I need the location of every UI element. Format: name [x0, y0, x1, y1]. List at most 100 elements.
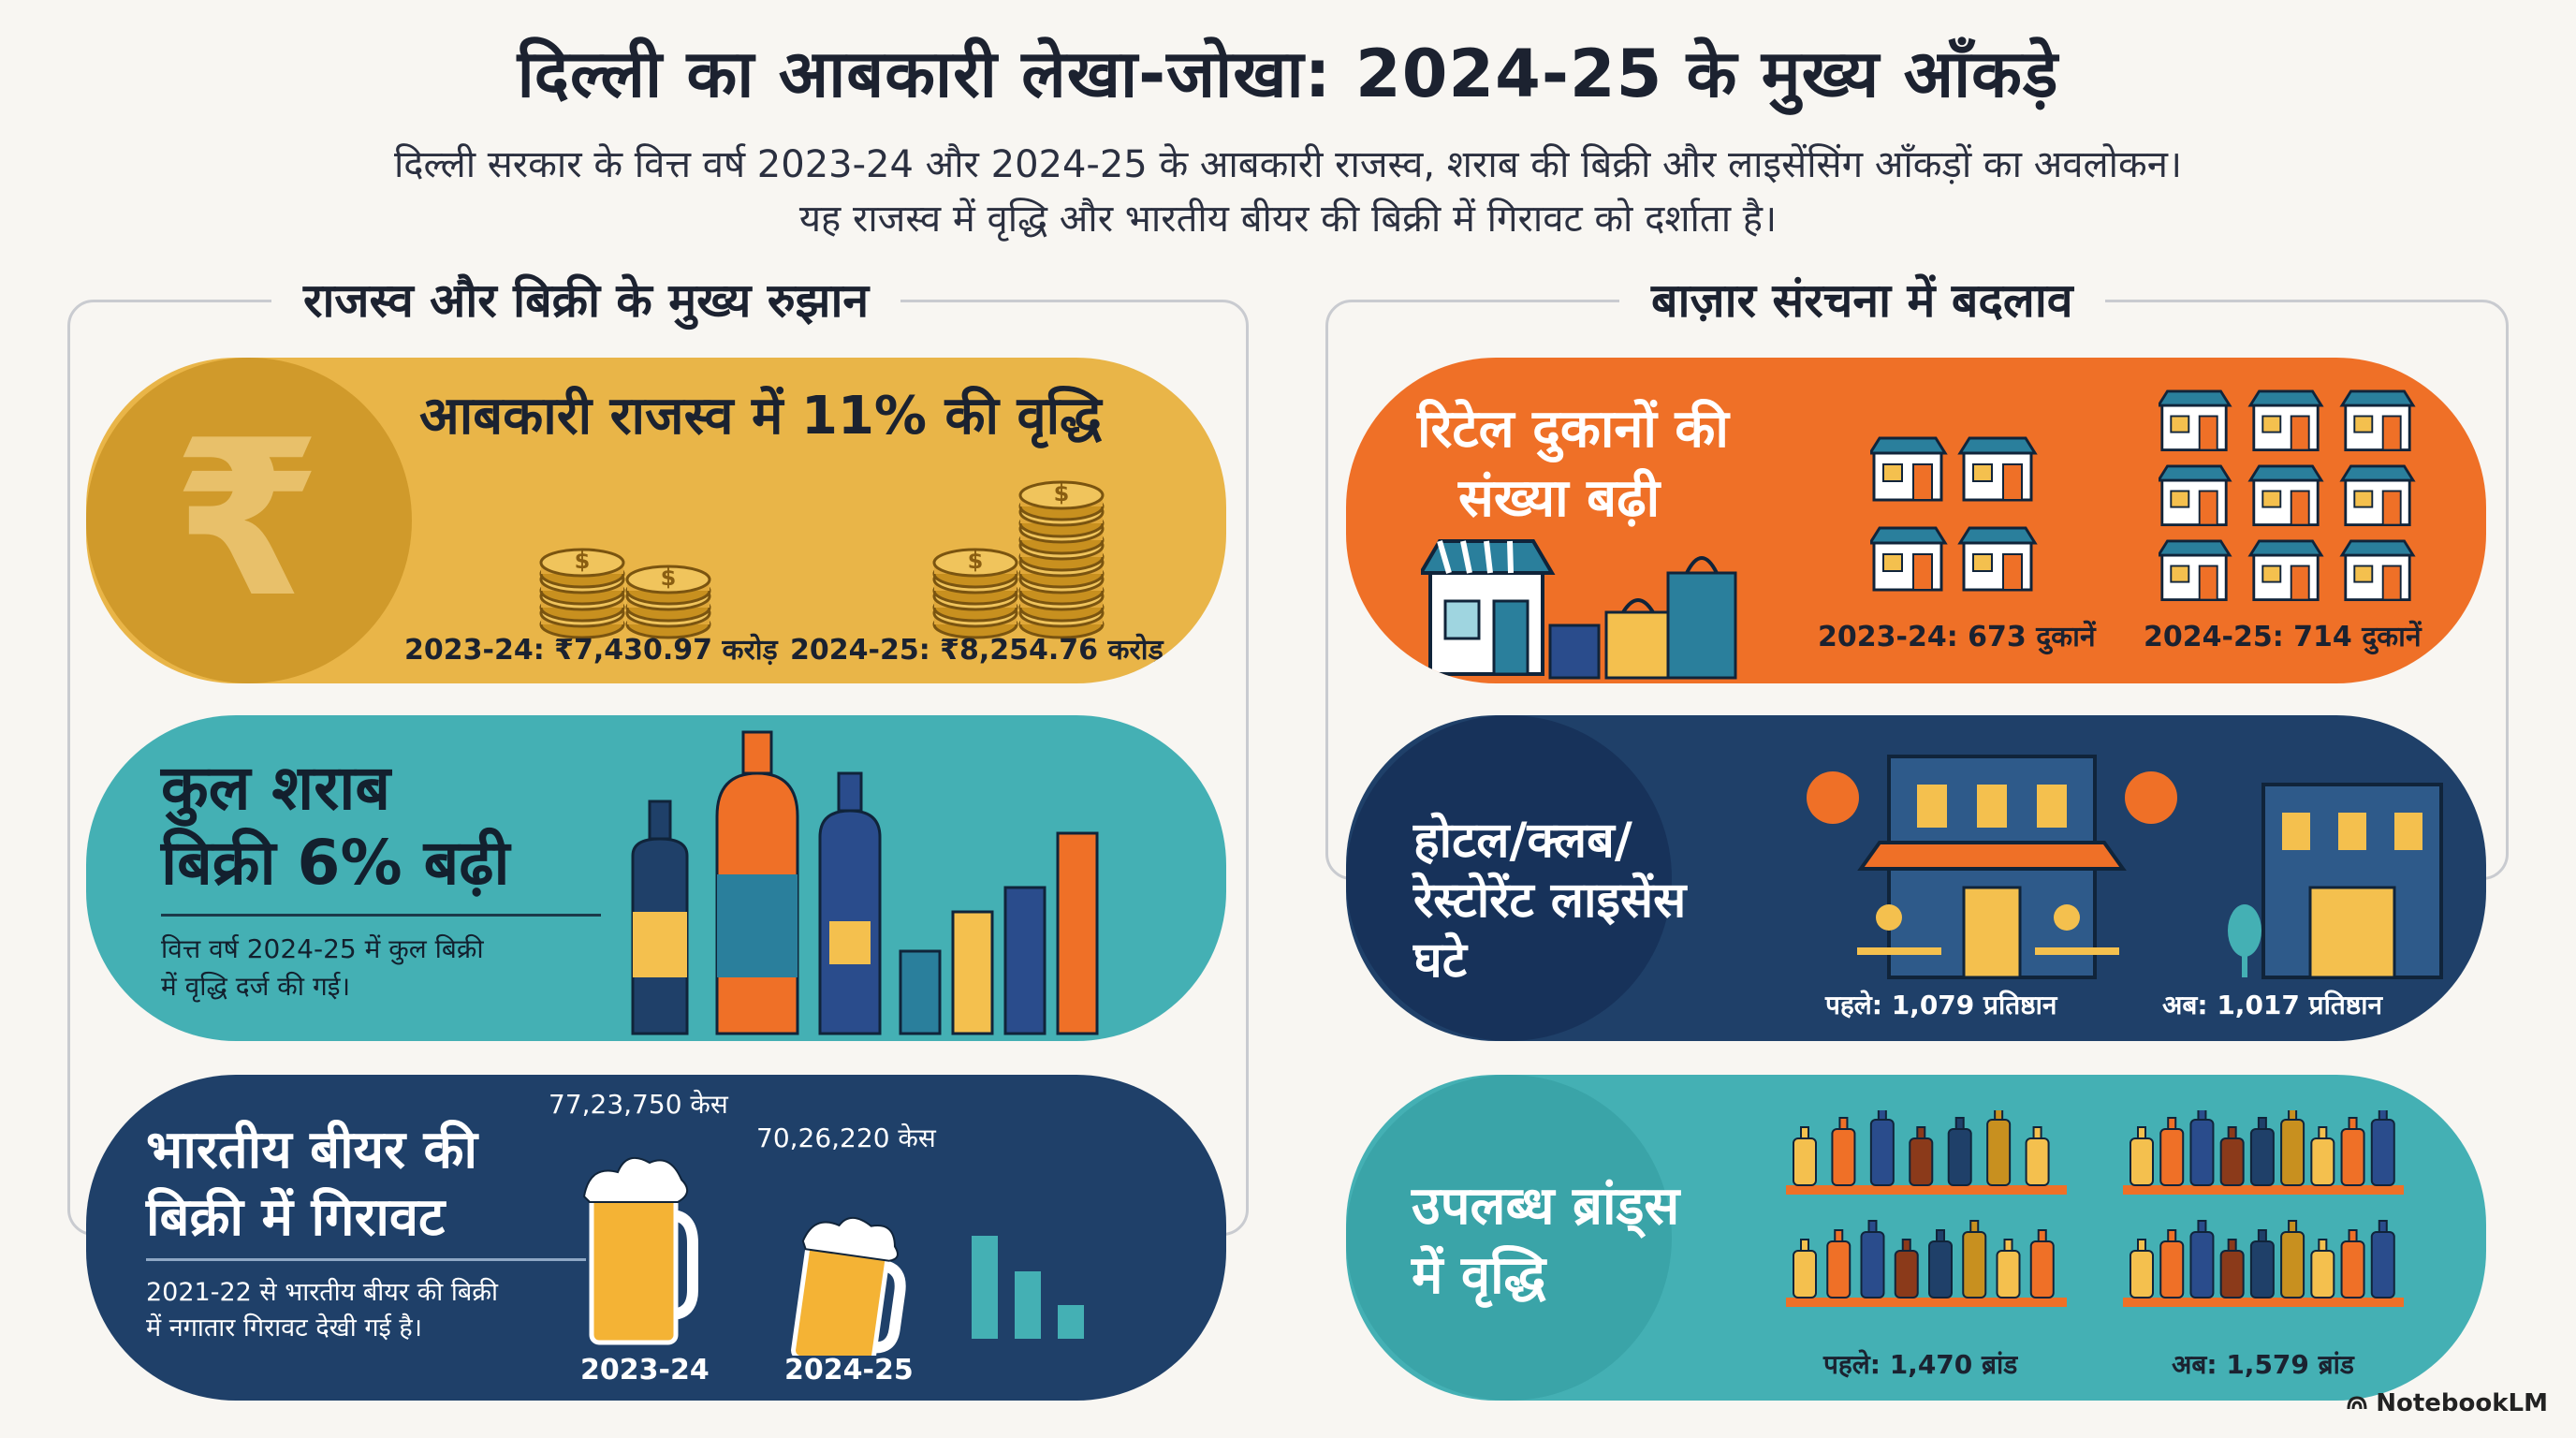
- beer-divider: [146, 1258, 586, 1261]
- bottle: [2370, 1231, 2395, 1299]
- bottle: [2130, 1137, 2154, 1186]
- hotel-title-line2: रेस्टोरेंट लाइसेंस: [1413, 873, 1687, 929]
- shop-icon: [2159, 389, 2232, 452]
- hotel-label-before: पहले: 1,079 प्रतिष्ठान: [1825, 990, 2057, 1020]
- right-section-heading: बाज़ार संरचना में बदलाव: [1619, 268, 2105, 333]
- bottle: [2340, 1240, 2365, 1299]
- shelf: [1786, 1298, 2067, 1307]
- bottle: [2249, 1128, 2275, 1186]
- restaurant-buildings-icon: [1807, 755, 2443, 979]
- shop-icon: [2247, 464, 2324, 527]
- shop-icon: [2339, 389, 2416, 452]
- liquor-desc-line1: वित्त वर्ष 2024-25 में कुल बिक्री: [161, 933, 484, 964]
- bottle: [1826, 1240, 1852, 1299]
- svg-text:$: $: [968, 548, 984, 574]
- brands-badge: [1346, 1075, 1672, 1401]
- beer-year-2023: 2023-24: [580, 1354, 710, 1387]
- bottle: [2340, 1128, 2365, 1186]
- beer-year-2024: 2024-25: [784, 1354, 914, 1387]
- bottle: [2130, 1250, 2154, 1299]
- bottle: [1793, 1250, 1817, 1299]
- bottle: [2189, 1231, 2215, 1299]
- bottle: [2159, 1128, 2185, 1186]
- retail-label-2024: 2024-25: 714 दुकानें: [2144, 621, 2422, 653]
- bottle: [2310, 1250, 2335, 1299]
- revenue-panel: ₹ आबकारी राजस्व में 11% की वृद्धि $ $ $: [86, 358, 1226, 683]
- hotel-panel: होटल/क्लब/ रेस्टोरेंट लाइसेंस घटे पहले: …: [1346, 715, 2486, 1041]
- retail-label-2023: 2023-24: 673 दुकानें: [1818, 621, 2096, 653]
- hotel-label-now: अब: 1,017 प्रतिष्ठान: [2162, 990, 2383, 1020]
- notebooklm-logo: NotebookLM: [2346, 1389, 2548, 1417]
- liquor-panel: कुल शराब बिक्री 6% बढ़ी वित्त वर्ष 2024-…: [86, 715, 1226, 1041]
- brands-label-now: अब: 1,579 ब्रांड: [2172, 1349, 2354, 1380]
- bottle: [2159, 1240, 2185, 1299]
- rupee-badge: [86, 358, 412, 683]
- svg-text:$: $: [575, 548, 591, 574]
- retail-panel: रिटेल दुकानों की संख्या बढ़ी 2023-24: 67…: [1346, 358, 2486, 683]
- bottle: [2280, 1119, 2305, 1186]
- retail-title-line2: संख्या बढ़ी: [1458, 468, 1661, 529]
- page-subtitle-line1: दिल्ली सरकार के वित्त वर्ष 2023-24 और 20…: [393, 143, 2183, 186]
- shop-and-bags-icon: [1421, 539, 1737, 680]
- brands-title-line1: उपलब्ध ब्रांड्स: [1412, 1176, 1680, 1237]
- beer-cases-2024: 70,26,220 केस: [756, 1123, 936, 1153]
- shop-icon: [2247, 539, 2324, 602]
- liquor-desc-line2: में वृद्धि दर्ज की गई।: [161, 971, 351, 1002]
- beer-title-line1: भारतीय बीयर की: [146, 1120, 478, 1181]
- bottle-shelves-icon: [1786, 1110, 2404, 1307]
- brands-title-line2: में वृद्धि: [1412, 1245, 1546, 1306]
- coin-stacks-icon: $ $ $ $: [539, 480, 1105, 639]
- brands-panel: उपलब्ध ब्रांड्स में वृद्धि पहले: 1,470 ब…: [1346, 1075, 2486, 1401]
- shop-icon: [1870, 526, 1948, 592]
- shop-icon: [2339, 539, 2416, 602]
- bottle: [1831, 1128, 1856, 1186]
- brands-label-before: पहले: 1,470 ब्रांड: [1823, 1349, 2018, 1380]
- hotel-title-line1: होटल/क्लब/: [1413, 813, 1632, 869]
- bottle: [2189, 1119, 2215, 1186]
- bottle: [1996, 1250, 2021, 1299]
- shop-icon: [1957, 526, 2038, 592]
- beer-panel: भारतीय बीयर की बिक्री में गिरावट 2021-22…: [86, 1075, 1226, 1401]
- bottle: [1986, 1119, 2012, 1186]
- rupee-icon: ₹: [172, 395, 323, 645]
- beer-title-line2: बिक्री में गिरावट: [146, 1187, 446, 1248]
- bottle: [1869, 1119, 1895, 1186]
- shelf: [1786, 1185, 2067, 1195]
- retail-title-line1: रिटेल दुकानों की: [1417, 399, 1729, 460]
- beer-desc-line2: में नगातार गिरावट देखी गई है।: [146, 1313, 422, 1343]
- revenue-label-2024: 2024-25: ₹8,254.76 करोड़: [790, 634, 1164, 667]
- bottle: [1860, 1231, 1885, 1299]
- svg-text:$: $: [661, 565, 677, 591]
- shops-2023-icon: [1870, 436, 2038, 592]
- notebooklm-icon: [2347, 1396, 2367, 1410]
- revenue-label-2023: 2023-24: ₹7,430.97 करोड़: [404, 634, 778, 667]
- bottle: [1928, 1240, 1953, 1299]
- bottle: [1947, 1128, 1972, 1186]
- bottle: [1962, 1231, 1987, 1299]
- hotel-title-line3: घटे: [1413, 932, 1467, 989]
- left-section-heading: राजस्व और बिक्री के मुख्य रुझान: [271, 268, 901, 333]
- bottle: [2249, 1240, 2275, 1299]
- bottle: [2219, 1250, 2245, 1299]
- beer-mugs-icon: [582, 1156, 1084, 1356]
- page-title: दिल्ली का आबकारी लेखा-जोखा: 2024-25 के म…: [517, 36, 2059, 112]
- bottles-and-bars-icon: [631, 730, 1099, 1035]
- shop-icon: [2247, 389, 2324, 452]
- hotel-badge: [1346, 715, 1672, 1041]
- shop-icon: [2159, 539, 2232, 602]
- bottle: [2310, 1137, 2335, 1186]
- bottle: [2029, 1240, 2055, 1299]
- bottle: [2025, 1137, 2050, 1186]
- liquor-title-line1: कुल शराब: [161, 752, 391, 824]
- bottle: [1894, 1250, 1919, 1299]
- shop-icon: [2339, 464, 2416, 527]
- liquor-divider: [161, 914, 601, 917]
- bottle: [2280, 1231, 2305, 1299]
- beer-cases-2023: 77,23,750 केस: [549, 1089, 728, 1120]
- notebooklm-label: NotebookLM: [2376, 1389, 2548, 1417]
- shops-2024-icon: [2159, 389, 2416, 602]
- bottle: [1793, 1137, 1817, 1186]
- bottle: [1909, 1137, 1934, 1186]
- shelf: [2123, 1298, 2404, 1307]
- shop-icon: [2159, 464, 2232, 527]
